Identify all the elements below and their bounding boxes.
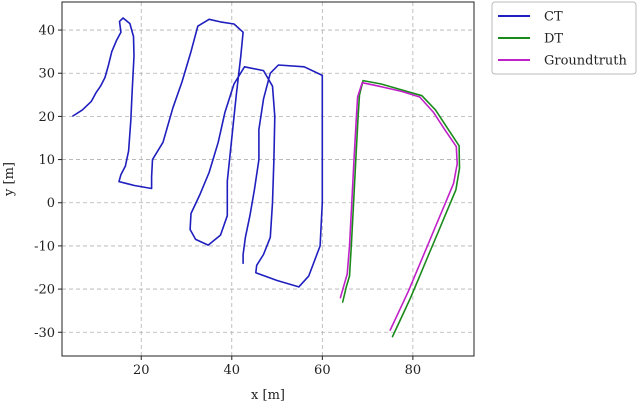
series-line-ct [72, 17, 324, 288]
x-axis-label: x [m] [251, 388, 285, 403]
y-tick-label: 20 [38, 110, 55, 125]
grid-lines [62, 2, 474, 356]
y-tick-label: 30 [38, 67, 55, 82]
legend-label-ct: CT [544, 10, 563, 25]
x-tick-label: 60 [314, 363, 331, 378]
legend-label-dt: DT [544, 32, 563, 47]
series-line-dt [341, 79, 461, 338]
legend-label-groundtruth: Groundtruth [544, 54, 628, 69]
series-lines [72, 17, 461, 338]
plot-frame [61, 1, 475, 357]
y-tick-label: -10 [34, 239, 55, 254]
y-axis-ticks: -30 -20 -10 0 10 20 30 40 [34, 24, 62, 341]
y-tick-label: 10 [38, 153, 55, 168]
y-tick-label: -30 [34, 326, 55, 341]
series-line-groundtruth [339, 81, 458, 331]
x-axis-ticks: 20 40 60 80 [133, 356, 421, 378]
legend: CT DT Groundtruth [491, 1, 637, 75]
x-tick-label: 20 [133, 363, 150, 378]
x-tick-label: 80 [405, 363, 422, 378]
legend-box [491, 1, 637, 75]
y-tick-label: 0 [47, 196, 55, 211]
y-tick-label: 40 [38, 24, 55, 39]
y-tick-label: -20 [34, 283, 55, 298]
x-tick-label: 40 [224, 363, 241, 378]
y-axis-label: y [m] [2, 162, 17, 197]
